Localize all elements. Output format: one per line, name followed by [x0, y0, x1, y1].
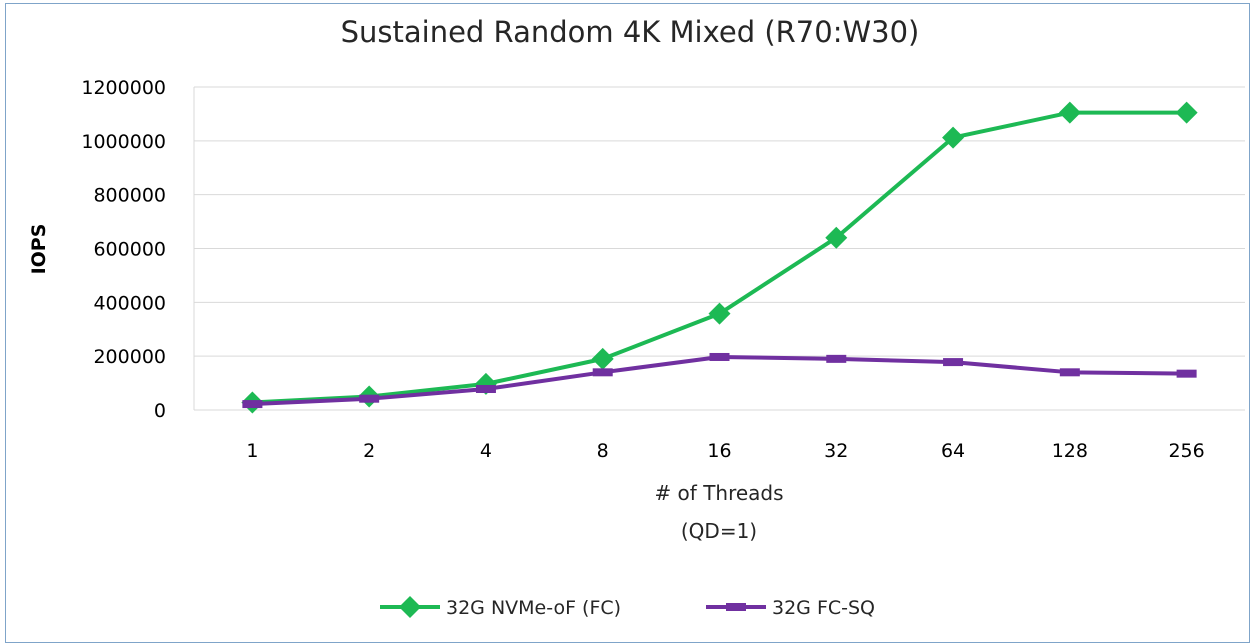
series-fc-sq [242, 352, 1197, 409]
x-tick-label: 4 [480, 440, 492, 462]
data-point-dash [943, 358, 964, 367]
data-point-dash [359, 394, 380, 403]
x-tick-label: 8 [597, 440, 609, 462]
series-group [241, 101, 1198, 414]
x-tick-label: 2 [363, 440, 375, 462]
x-tick-label: 128 [1052, 440, 1088, 462]
legend-label-nvme: 32G NVMe-oF (FC) [446, 597, 621, 619]
data-point-diamond [1058, 101, 1081, 124]
series-line [252, 354, 1187, 407]
line-chart: 020000040000060000080000010000001200000 … [28, 15, 1245, 619]
x-tick-label: 32 [824, 440, 848, 462]
x-tick-label: 64 [941, 440, 965, 462]
x-tick-label: 1 [246, 440, 258, 462]
y-tick-label: 400000 [93, 292, 166, 314]
y-tick-label: 0 [154, 400, 166, 422]
data-point-dash [826, 354, 847, 363]
y-tick-label: 800000 [93, 185, 166, 207]
data-point-diamond [708, 302, 731, 325]
chart-title: Sustained Random 4K Mixed (R70:W30) [341, 15, 920, 49]
data-point-diamond [825, 226, 848, 249]
x-axis-title: # of Threads [654, 481, 783, 505]
legend: 32G NVMe-oF (FC) 32G FC-SQ [380, 596, 875, 619]
chart-frame [5, 3, 1250, 643]
data-point-dash [1176, 369, 1197, 378]
data-point-dash [242, 400, 263, 409]
data-point-dash [709, 352, 730, 361]
series-nvme-of-fc [241, 101, 1198, 414]
x-tick-label: 16 [707, 440, 731, 462]
y-tick-label: 1000000 [81, 131, 166, 153]
y-axis-title: IOPS [28, 224, 50, 275]
legend-diamond-marker [399, 596, 421, 618]
legend-dash-marker [726, 603, 746, 611]
legend-label-fc-sq: 32G FC-SQ [772, 597, 875, 619]
data-point-diamond [591, 347, 614, 370]
x-axis-subtitle: (QD=1) [681, 519, 757, 543]
y-tick-label: 600000 [93, 239, 166, 261]
y-axis-ticks: 0 200000 400000 600000 800000 1000000 1200000 [81, 77, 166, 422]
legend-item-nvme: 32G NVMe-oF (FC) [380, 596, 621, 619]
data-point-dash [592, 368, 613, 377]
gridlines [193, 86, 1245, 411]
x-axis-ticks: 1 2 4 8 16 32 64 128 256 [246, 440, 1204, 462]
data-point-dash [1059, 368, 1080, 377]
data-point-dash [475, 385, 496, 394]
legend-item-fc-sq: 32G FC-SQ [706, 597, 875, 619]
data-point-diamond [942, 126, 965, 149]
y-tick-label: 200000 [93, 346, 166, 368]
x-tick-label: 256 [1168, 440, 1204, 462]
y-tick-label: 1200000 [81, 77, 166, 99]
data-point-diamond [1175, 101, 1198, 124]
